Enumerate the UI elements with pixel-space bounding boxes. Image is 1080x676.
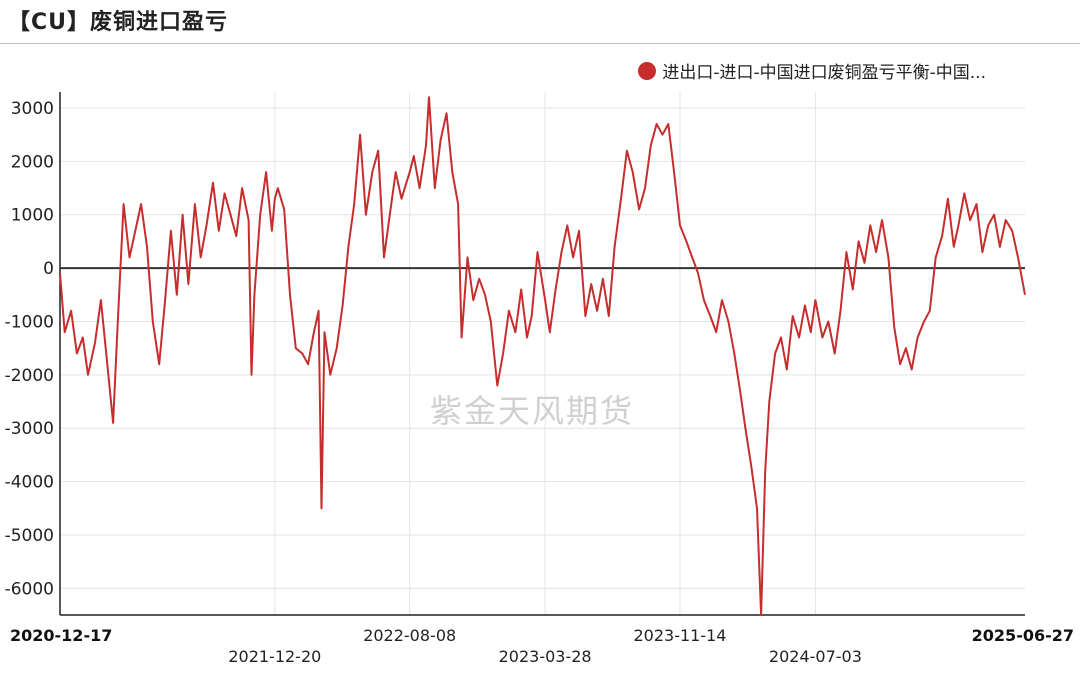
y-tick-label: -4000	[5, 473, 54, 493]
x-tick-label: 2021-12-20	[228, 647, 321, 666]
y-tick-label: -3000	[5, 419, 54, 439]
y-tick-label: 0	[43, 259, 54, 279]
y-tick-label: 2000	[11, 152, 54, 172]
y-tick-label: -2000	[5, 366, 54, 386]
x-tick-label: 2020-12-17	[10, 626, 112, 645]
x-tick-label: 2023-11-14	[633, 626, 726, 645]
x-tick-label: 2025-06-27	[972, 626, 1074, 645]
x-tick-label: 2022-08-08	[363, 626, 456, 645]
legend-label: 进出口-进口-中国进口废铜盈亏平衡-中国...	[662, 63, 986, 83]
legend[interactable]: 进出口-进口-中国进口废铜盈亏平衡-中国...	[638, 58, 986, 83]
legend-marker-icon	[638, 61, 657, 80]
y-tick-label: -1000	[5, 312, 54, 332]
title-divider	[0, 43, 1080, 44]
y-tick-label: 3000	[11, 99, 54, 119]
series-line	[59, 96, 1026, 616]
y-tick-label: 1000	[11, 206, 54, 226]
y-tick-label: -6000	[5, 579, 54, 599]
x-tick-label: 2023-03-28	[499, 647, 592, 666]
x-tick-label: 2024-07-03	[769, 647, 862, 666]
chart-title: 【CU】废铜进口盈亏	[8, 10, 229, 35]
watermark: 紫金天风期货	[430, 392, 635, 430]
y-tick-label: -5000	[5, 526, 54, 546]
